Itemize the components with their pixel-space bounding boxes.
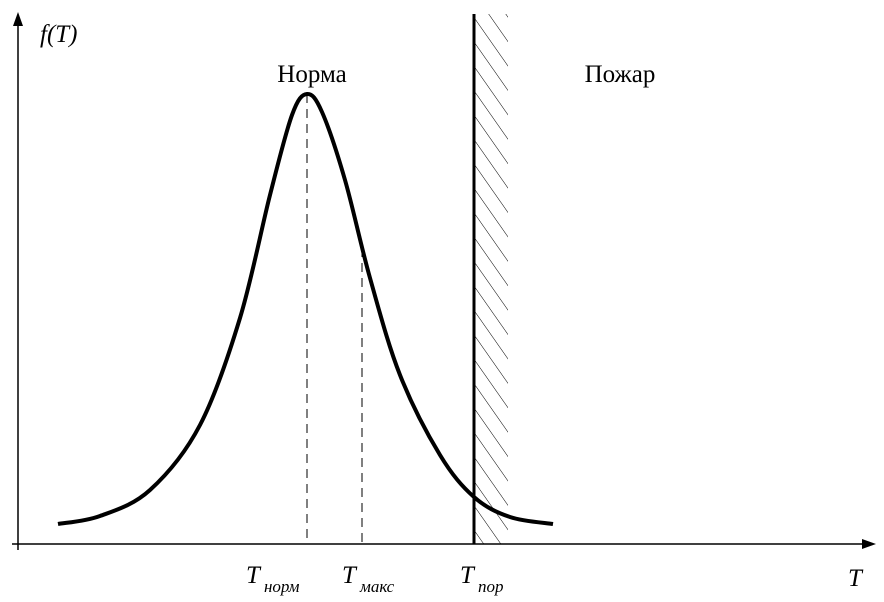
normal-label: Норма <box>277 61 346 88</box>
y-axis-label: f(T) <box>40 21 78 48</box>
marker-subscript: норм <box>264 577 300 596</box>
fire-hatching <box>474 14 508 544</box>
x-arrow <box>862 539 876 549</box>
y-arrow <box>13 12 23 26</box>
fire-label: Пожар <box>585 61 656 88</box>
distribution-curve <box>57 91 554 526</box>
marker-symbol: T <box>460 562 476 589</box>
marker-subscript: макс <box>359 577 395 596</box>
marker-symbol: T <box>246 562 262 589</box>
x-axis-label: T <box>848 565 864 592</box>
marker-subscript: пор <box>478 577 504 596</box>
marker-symbol: T <box>342 562 358 589</box>
